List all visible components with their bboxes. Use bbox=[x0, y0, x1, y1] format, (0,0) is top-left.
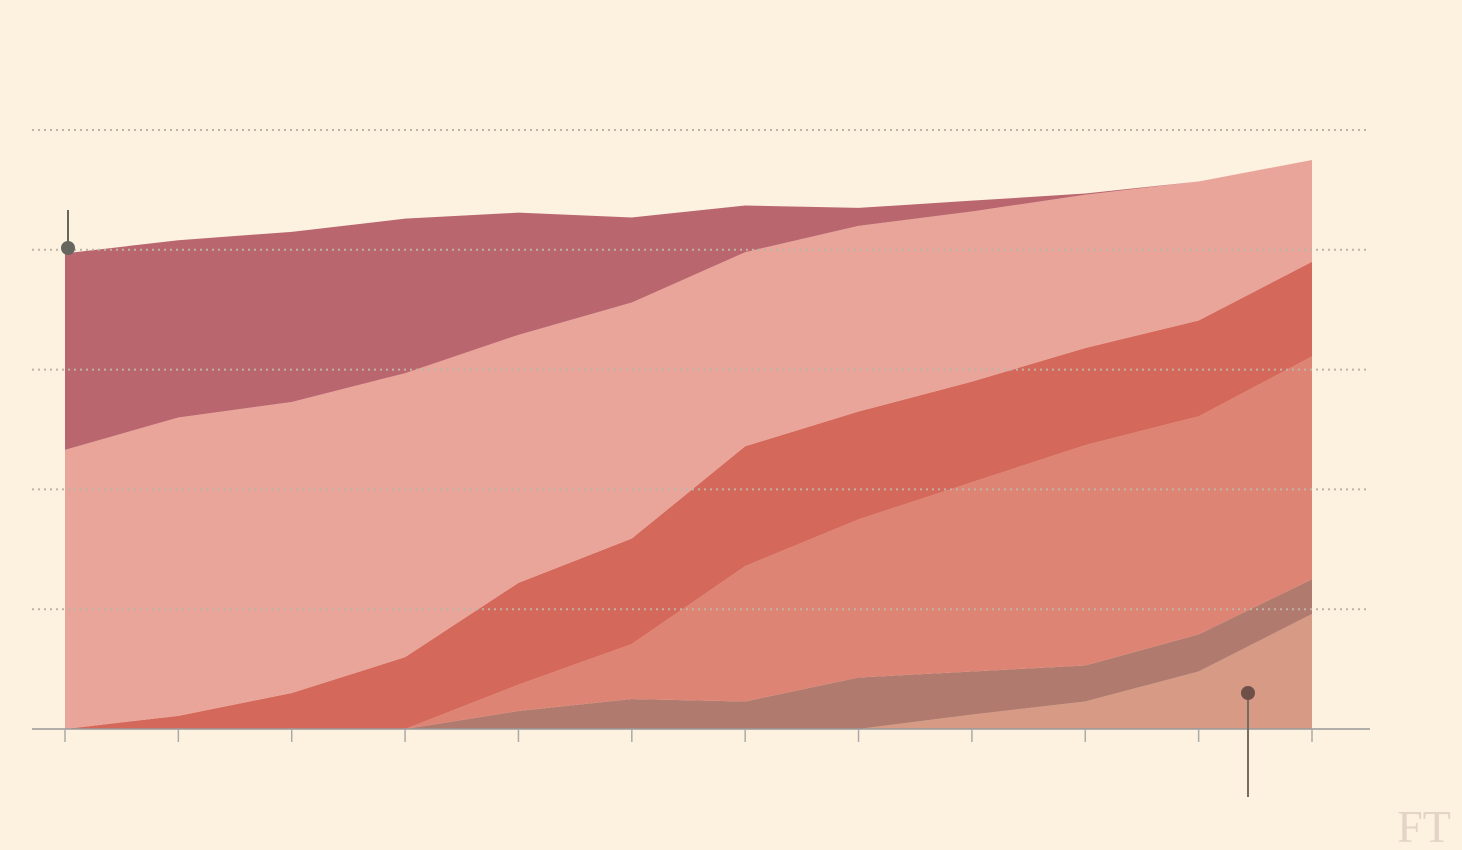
area bbox=[65, 159, 1312, 729]
area bbox=[65, 613, 1312, 729]
annotation-dot bbox=[61, 241, 75, 255]
logo: FT bbox=[1397, 801, 1451, 850]
area bbox=[65, 159, 1312, 450]
grid bbox=[32, 129, 1370, 611]
area bbox=[65, 579, 1312, 729]
areas bbox=[65, 159, 1312, 729]
area bbox=[65, 261, 1312, 729]
area bbox=[65, 356, 1312, 729]
annotation-dot bbox=[1241, 686, 1255, 700]
x-ticks bbox=[64, 729, 1313, 742]
